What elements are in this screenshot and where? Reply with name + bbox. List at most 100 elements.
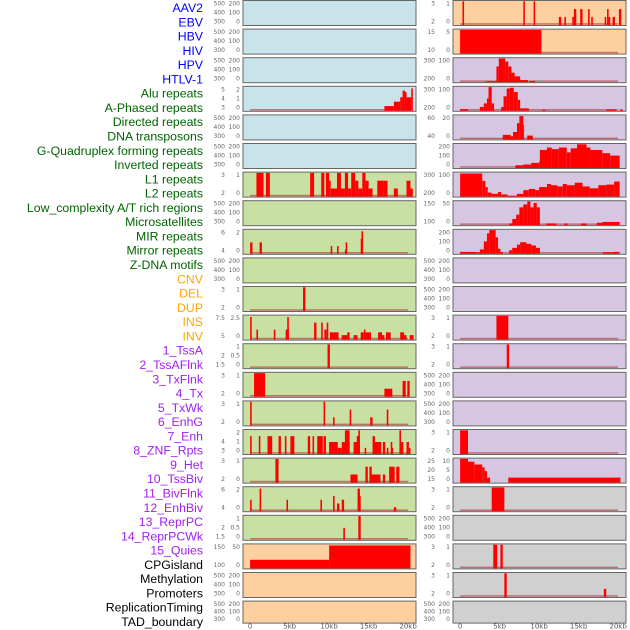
- panel-background: [242, 286, 417, 312]
- y-tick-label: 3: [221, 401, 225, 408]
- y-tick-label: 60: [427, 115, 435, 122]
- bar: [333, 417, 335, 426]
- y-tick-label: 20: [442, 115, 450, 122]
- panel-background: [242, 514, 417, 541]
- track-panel: 0 100 200 300 400 500: [424, 257, 627, 284]
- y-tick-label: 4: [221, 505, 225, 512]
- y-tick-label: 400: [214, 153, 226, 160]
- panel-background: [452, 85, 627, 112]
- track-panel: 0 1 2 3: [221, 286, 417, 312]
- y-tick-label: 0: [236, 333, 240, 340]
- y-tick-label: 10: [442, 458, 450, 465]
- bar: [383, 180, 388, 197]
- y-tick-label: 5: [446, 29, 450, 36]
- bar: [259, 242, 262, 254]
- track-panel: 0 0.5 1 1.5 2: [215, 514, 417, 541]
- bar: [365, 180, 369, 197]
- bar: [408, 447, 411, 454]
- y-tick-label: 500: [424, 287, 436, 294]
- baseline: [250, 509, 409, 511]
- bar: [400, 97, 403, 111]
- bar: [330, 188, 338, 197]
- bar: [285, 329, 289, 340]
- y-tick-label: 100: [439, 267, 451, 274]
- y-tick-label: 6: [221, 229, 225, 236]
- bar: [402, 380, 406, 397]
- bar: [399, 430, 401, 454]
- bar: [523, 1, 525, 26]
- panel-background: [452, 572, 627, 598]
- bar: [378, 332, 383, 340]
- y-tick-label: 100: [229, 153, 241, 160]
- bar: [618, 9, 622, 25]
- y-tick-label: 100: [229, 609, 241, 616]
- y-tick-label: 500: [214, 201, 226, 208]
- bar: [520, 108, 529, 111]
- y-tick-label: 0: [446, 76, 450, 83]
- track-panel: 0 0.5 1 1.5 2: [215, 343, 417, 370]
- y-tick-label: 500: [214, 58, 226, 65]
- y-tick-label: 0: [236, 276, 240, 283]
- y-tick-label: 500: [214, 144, 226, 151]
- bar: [505, 61, 509, 83]
- bar: [341, 335, 348, 340]
- track-panel: 0 5 10 15 20 25: [427, 457, 627, 484]
- track-panel: 0 1 2 3: [431, 572, 627, 598]
- bar: [527, 201, 531, 226]
- y-tick-label: 2.5: [230, 315, 240, 322]
- track-panel: 0 50 100 150: [424, 200, 627, 227]
- bar: [275, 458, 279, 483]
- bar: [582, 186, 590, 197]
- y-tick-label: 1: [446, 344, 450, 351]
- y-tick-label: 0: [446, 190, 450, 197]
- bar: [250, 317, 252, 340]
- y-tick-label: 0: [236, 505, 240, 512]
- track-label: A-Phased repeats: [105, 101, 203, 115]
- bar: [406, 442, 409, 454]
- bar: [573, 9, 577, 25]
- y-tick-label: 300: [424, 58, 436, 65]
- x-tick-label: 5kb: [283, 623, 297, 630]
- y-tick-label: 300: [214, 133, 226, 140]
- track-label: Directed repeats: [113, 115, 203, 129]
- bar: [333, 496, 335, 512]
- y-tick-label: 200: [439, 601, 451, 608]
- track-label: 12_EnhBiv: [144, 501, 204, 515]
- y-tick-label: 100: [439, 524, 451, 531]
- bar: [359, 496, 361, 512]
- bar: [614, 251, 620, 254]
- bar: [382, 474, 386, 483]
- bar: [523, 190, 529, 197]
- y-tick-label: 0: [446, 247, 450, 254]
- bar: [323, 401, 326, 426]
- track-panel: 0 1 2 3: [431, 314, 627, 341]
- panel-background: [242, 486, 417, 513]
- y-tick-label: 200: [229, 573, 241, 580]
- y-tick-label: 0: [446, 305, 450, 312]
- bar: [402, 90, 405, 111]
- y-tick-label: 3: [431, 430, 435, 437]
- baseline: [250, 252, 409, 254]
- panel-background: [242, 200, 417, 227]
- x-tick-label: 15kb: [570, 623, 588, 630]
- y-tick-label: 500: [214, 29, 226, 36]
- y-tick-label: 300: [214, 162, 226, 169]
- baseline: [460, 595, 619, 597]
- bar: [550, 185, 558, 197]
- bar: [312, 436, 315, 454]
- bar: [386, 409, 389, 426]
- panel-background: [452, 343, 627, 370]
- panel-background: [242, 114, 417, 141]
- bar: [598, 185, 607, 197]
- bar: [528, 188, 536, 197]
- y-tick-label: 200: [424, 190, 436, 197]
- y-tick-label: 0: [236, 390, 240, 397]
- bar: [363, 329, 366, 340]
- bar: [323, 436, 326, 454]
- y-tick-label: 2: [431, 362, 435, 369]
- bar: [337, 172, 341, 197]
- y-tick-label: 400: [424, 410, 436, 417]
- bar: [589, 188, 599, 197]
- track-panel: 0 1 2 3: [431, 343, 627, 370]
- y-tick-label: 0: [236, 104, 240, 111]
